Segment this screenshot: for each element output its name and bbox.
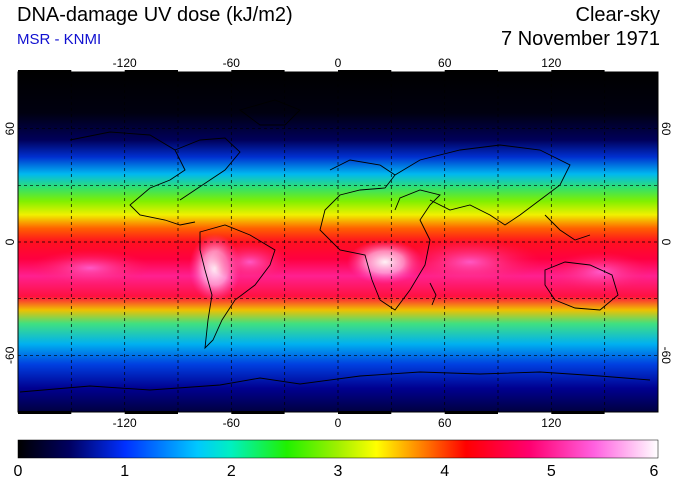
colorbar-tick-label: 0 <box>14 463 23 480</box>
lon-ticks-bottom: -120 -60 0 60 120 <box>113 416 562 430</box>
colorbar-tick-label: 2 <box>227 463 236 480</box>
colorbar-tick-label: 5 <box>547 463 556 480</box>
lat-ticks-left: 60 0 -60 <box>3 122 17 364</box>
lat-tick-label: 60 <box>659 122 673 136</box>
lon-tick-label: -120 <box>113 56 137 70</box>
sky-condition-label: Clear-sky <box>575 4 660 26</box>
antarctica-coast <box>19 371 651 393</box>
colorbar-tick-label: 4 <box>440 463 449 480</box>
lat-tick-label: -60 <box>3 346 17 364</box>
lon-ticks-top: -120 -60 0 60 120 <box>113 56 562 70</box>
madagascar-coast <box>429 282 437 306</box>
lat-tick-label: 60 <box>3 122 17 136</box>
eurasia-coast <box>394 144 571 226</box>
date-label: 7 November 1971 <box>501 28 660 50</box>
lon-tick-label: -60 <box>223 56 241 70</box>
lon-tick-label: -60 <box>223 416 241 430</box>
lat-tick-label: 0 <box>659 239 673 246</box>
lon-tick-label: 0 <box>335 56 342 70</box>
australia-coast <box>544 261 619 311</box>
colorbar-tick-label: 6 <box>650 463 659 480</box>
lon-tick-label: 60 <box>438 416 452 430</box>
lat-tick-label: -60 <box>659 347 673 365</box>
colorbar-tick-label: 1 <box>120 463 129 480</box>
map-title: DNA-damage UV dose (kJ/m2) <box>17 4 293 26</box>
south-america-coast <box>199 224 276 350</box>
greenland-coast <box>239 99 301 126</box>
graticule <box>18 72 658 412</box>
lon-tick-label: 60 <box>438 56 452 70</box>
north-america-coast <box>69 131 196 226</box>
lon-tick-label: 120 <box>541 416 561 430</box>
lon-tick-label: 120 <box>541 56 561 70</box>
lat-tick-label: 0 <box>3 238 17 245</box>
frame-bands <box>18 70 605 414</box>
colorbar <box>17 439 659 459</box>
colorbar-ticks: 0 1 2 3 4 5 6 <box>14 463 659 480</box>
colorbar-tick-label: 3 <box>334 463 343 480</box>
source-label: MSR - KNMI <box>17 31 102 48</box>
lon-tick-label: 0 <box>335 416 342 430</box>
coastlines <box>19 99 651 393</box>
lon-tick-label: -120 <box>113 416 137 430</box>
africa-hotspot <box>347 240 423 284</box>
lat-ticks-right: 60 0 -60 <box>659 122 673 364</box>
